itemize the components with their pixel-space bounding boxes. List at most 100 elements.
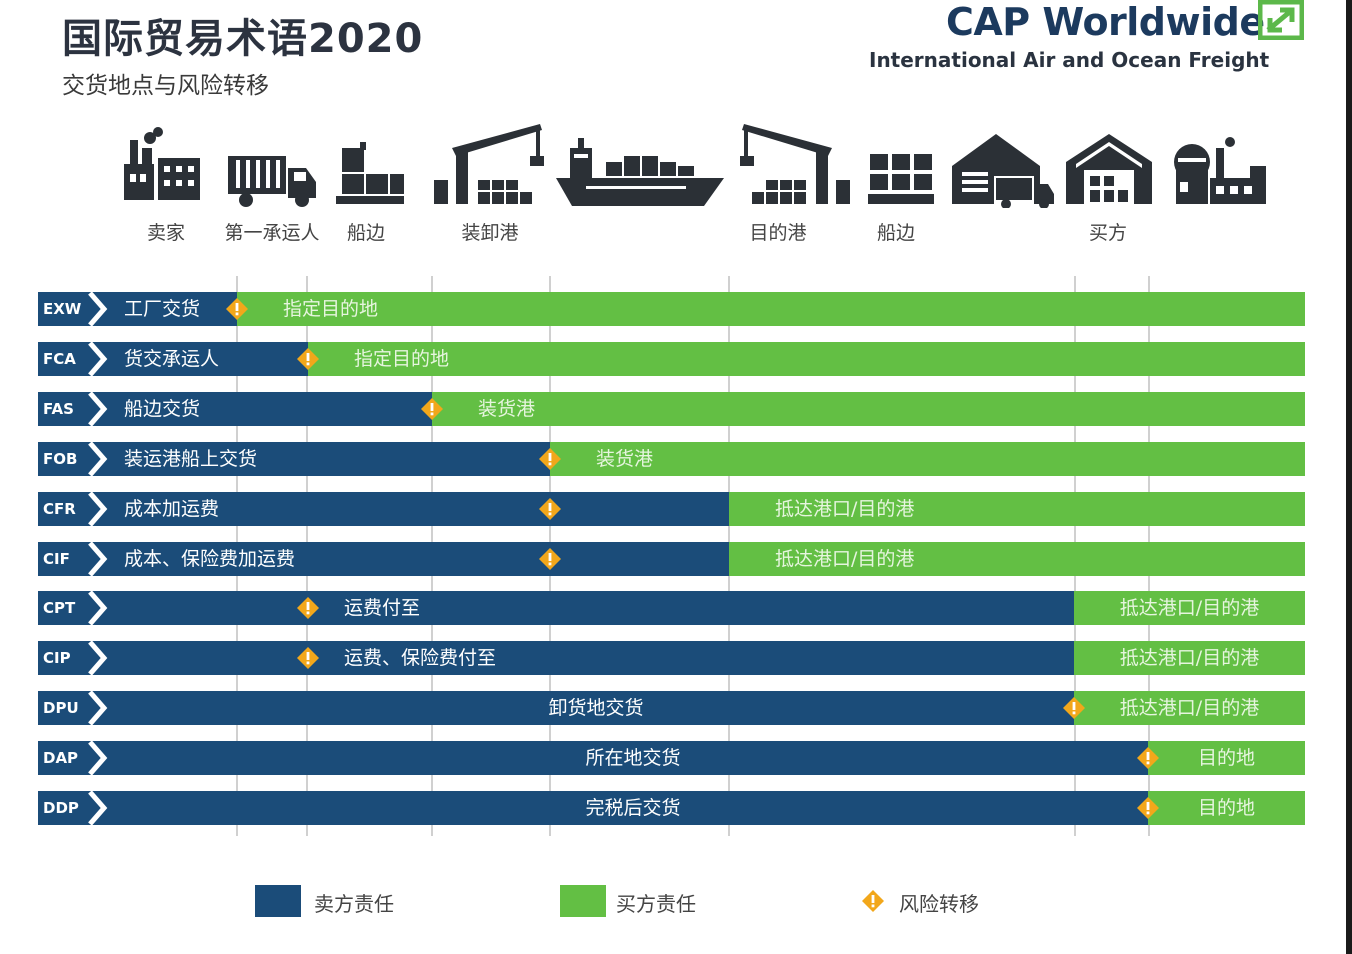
term-row-ddp: DDP 完税后交货 目的地 bbox=[38, 791, 1305, 825]
chevron-right-icon bbox=[88, 292, 108, 326]
term-row-fas: FAS 船边交货 装货港 bbox=[38, 392, 1305, 426]
term-row-cip: CIP 运费、保险费付至 抵达港口/目的港 bbox=[38, 641, 1305, 675]
legend-buyer-swatch bbox=[560, 885, 606, 917]
stage-label-dest-alongside: 船边 bbox=[876, 222, 916, 244]
term-code: DDP bbox=[43, 799, 79, 817]
risk-warning-icon bbox=[226, 298, 248, 320]
buyer-segment bbox=[1074, 691, 1305, 725]
risk-warning-icon bbox=[297, 348, 319, 370]
chevron-right-icon bbox=[88, 492, 108, 526]
term-row-exw: EXW 工厂交货 指定目的地 bbox=[38, 292, 1305, 326]
chevron-right-icon bbox=[88, 542, 108, 576]
term-code: CPT bbox=[43, 599, 76, 617]
risk-warning-icon bbox=[1063, 697, 1085, 719]
warehouse-truck-icon bbox=[950, 118, 1056, 208]
term-row-cpt: CPT 运费付至 抵达港口/目的港 bbox=[38, 591, 1305, 625]
risk-warning-icon bbox=[862, 890, 884, 912]
buyer-label: 指定目的地 bbox=[283, 298, 379, 320]
legend-buyer-label: 买方责任 bbox=[616, 892, 696, 916]
chevron-right-icon bbox=[88, 691, 108, 725]
seller-segment bbox=[38, 542, 729, 576]
seller-label: 运费、保险费付至 bbox=[344, 647, 497, 669]
seller-segment bbox=[38, 492, 729, 526]
chevron-right-icon bbox=[88, 791, 108, 825]
chevron-right-icon bbox=[88, 342, 108, 376]
buyer-segment bbox=[237, 292, 1305, 326]
buyer-segment bbox=[1148, 741, 1305, 775]
legend-risk-label: 风险转移 bbox=[899, 892, 979, 916]
buyer-label: 抵达港口/目的港 bbox=[775, 548, 915, 570]
risk-warning-icon bbox=[1137, 747, 1159, 769]
brand-tagline: International Air and Ocean Freight bbox=[869, 48, 1270, 72]
seller-label: 船边交货 bbox=[124, 398, 201, 420]
legend-seller-swatch bbox=[255, 885, 301, 917]
risk-warning-icon bbox=[1137, 797, 1159, 819]
page-title: 国际贸易术语2020 bbox=[62, 16, 424, 62]
term-code: DPU bbox=[43, 699, 79, 717]
buyer-segment bbox=[432, 392, 1305, 426]
pallet-icon bbox=[334, 118, 406, 208]
buyer-label: 抵达港口/目的港 bbox=[1119, 647, 1260, 669]
warehouse-icon bbox=[1064, 118, 1154, 208]
seller-label: 装运港船上交货 bbox=[124, 448, 258, 470]
buyer-label: 装货港 bbox=[596, 448, 654, 470]
stage-label-buyer: 买方 bbox=[1088, 222, 1128, 244]
buyer-segment bbox=[1074, 641, 1305, 675]
seller-label: 成本加运费 bbox=[124, 498, 220, 520]
risk-warning-icon bbox=[539, 448, 561, 470]
brand-name: CAP Worldwide bbox=[946, 0, 1265, 44]
stage-label-carrier: 第一承运人 bbox=[224, 222, 320, 244]
legend-seller-label: 卖方责任 bbox=[314, 892, 394, 916]
seller-label: 工厂交货 bbox=[124, 298, 201, 320]
term-row-dpu: DPU 卸货地交货 抵达港口/目的港 bbox=[38, 691, 1305, 725]
chevron-right-icon bbox=[88, 442, 108, 476]
seller-segment bbox=[38, 791, 1148, 825]
buyer-label: 指定目的地 bbox=[354, 348, 450, 370]
term-code: EXW bbox=[43, 300, 82, 318]
chevron-right-icon bbox=[88, 591, 108, 625]
frame-edge bbox=[1346, 0, 1352, 954]
seller-label: 卸货地交货 bbox=[548, 697, 644, 719]
seller-label: 所在地交货 bbox=[585, 747, 681, 769]
brand-mark-icon bbox=[1258, 0, 1304, 40]
buyer-label: 目的地 bbox=[1197, 797, 1256, 819]
risk-warning-icon bbox=[539, 498, 561, 520]
buyer-label: 抵达港口/目的港 bbox=[775, 498, 915, 520]
buyer-label: 目的地 bbox=[1197, 747, 1256, 769]
chevron-right-icon bbox=[88, 641, 108, 675]
buyer-segment bbox=[729, 542, 1305, 576]
port-crane-icon bbox=[432, 118, 550, 208]
factory-icon bbox=[122, 118, 204, 208]
stage-label-load-port: 装卸港 bbox=[461, 222, 519, 244]
seller-segment bbox=[38, 591, 1074, 625]
seller-segment bbox=[38, 641, 1074, 675]
seller-segment bbox=[38, 292, 237, 326]
container-ship-icon bbox=[556, 118, 724, 208]
buyer-label: 抵达港口/目的港 bbox=[1119, 697, 1260, 719]
term-row-cfr: CFR 成本加运费 抵达港口/目的港 bbox=[38, 492, 1305, 526]
risk-warning-icon bbox=[297, 647, 319, 669]
buyer-label: 装货港 bbox=[478, 398, 536, 420]
term-row-fca: FCA 货交承运人 指定目的地 bbox=[38, 342, 1305, 376]
term-code: DAP bbox=[43, 749, 79, 767]
risk-warning-icon bbox=[421, 398, 443, 420]
term-code: FCA bbox=[43, 350, 76, 368]
risk-warning-icon bbox=[539, 548, 561, 570]
stage-label-alongside: 船边 bbox=[346, 222, 386, 244]
term-code: CFR bbox=[43, 500, 76, 518]
seller-segment bbox=[38, 442, 550, 476]
seller-segment bbox=[38, 741, 1148, 775]
buyer-segment bbox=[308, 342, 1305, 376]
seller-label: 成本、保险费加运费 bbox=[124, 548, 296, 570]
seller-segment bbox=[38, 691, 1074, 725]
seller-label: 运费付至 bbox=[344, 597, 421, 619]
term-code: FAS bbox=[43, 400, 74, 418]
truck-icon bbox=[226, 118, 318, 208]
pallet-icon bbox=[866, 118, 938, 208]
buyer-segment bbox=[1074, 591, 1305, 625]
risk-warning-icon bbox=[297, 597, 319, 619]
page-subtitle: 交货地点与风险转移 bbox=[62, 73, 269, 99]
chevron-right-icon bbox=[88, 392, 108, 426]
seller-label: 完税后交货 bbox=[585, 797, 681, 819]
